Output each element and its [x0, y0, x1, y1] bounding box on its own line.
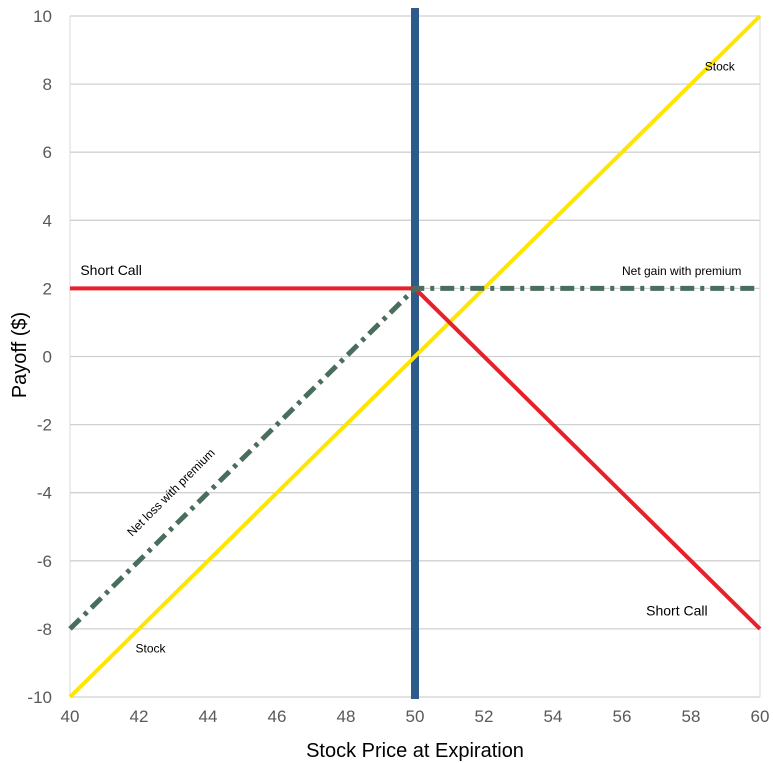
annotation-label: Short Call: [646, 602, 707, 618]
y-tick-label: 4: [43, 211, 52, 230]
y-axis-title: Payoff ($): [9, 312, 31, 398]
x-tick-label: 58: [682, 707, 701, 726]
y-tick-label: 10: [33, 7, 52, 26]
annotation-label: Stock: [136, 642, 167, 656]
x-tick-label: 40: [61, 707, 80, 726]
y-tick-label: -6: [37, 552, 52, 571]
y-tick-label: -8: [37, 620, 52, 639]
x-tick-label: 42: [130, 707, 149, 726]
series-line-net_premium: [68, 285, 760, 631]
y-tick-label: 6: [43, 143, 52, 162]
x-tick-label: 50: [406, 707, 425, 726]
series-line-stock: [68, 14, 762, 699]
y-tick-label: -4: [37, 484, 52, 503]
x-axis-title: Stock Price at Expiration: [306, 740, 524, 762]
x-tick-label: 56: [613, 707, 632, 726]
x-tick-label: 48: [337, 707, 356, 726]
x-tick-label: 60: [751, 707, 770, 726]
y-tick-label: 2: [43, 279, 52, 298]
x-tick-label: 44: [199, 707, 218, 726]
annotations: Short Call Short Call Stock Stock Net gain w…: [80, 59, 741, 655]
x-tick-label: 46: [268, 707, 287, 726]
annotation-label: Stock: [705, 59, 736, 73]
annotation-label: Short Call: [80, 262, 141, 278]
x-tick-label: 54: [544, 707, 563, 726]
annotation-label: Net gain with premium: [622, 264, 741, 278]
plot-frame: [69, 16, 761, 697]
series-group: [68, 8, 762, 699]
y-tick-label: -10: [27, 688, 52, 707]
y-tick-label: 8: [43, 75, 52, 94]
x-tick-label: 52: [475, 707, 494, 726]
y-tick-label: -2: [37, 416, 52, 435]
y-tick-label: 0: [43, 348, 52, 367]
